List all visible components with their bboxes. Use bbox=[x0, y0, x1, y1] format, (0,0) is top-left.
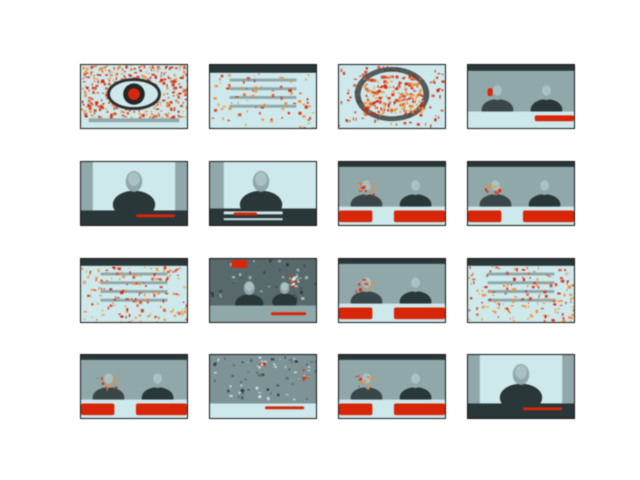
thumbnail-panel-16 bbox=[467, 354, 575, 419]
thumbnail-image bbox=[81, 162, 187, 225]
thumbnail-panel-14 bbox=[209, 354, 317, 419]
thumbnail-image bbox=[81, 259, 187, 322]
thumbnail-panel-5 bbox=[80, 161, 188, 226]
thumbnail-panel-8 bbox=[467, 161, 575, 226]
thumbnail-image bbox=[81, 355, 187, 418]
thumbnail-panel-12 bbox=[467, 258, 575, 323]
thumbnail-image bbox=[210, 355, 316, 418]
thumbnail-image bbox=[210, 259, 316, 322]
thumbnail-image bbox=[468, 355, 574, 418]
thumbnail-panel-9 bbox=[80, 258, 188, 323]
thumbnail-image bbox=[468, 162, 574, 225]
thumbnail-panel-15 bbox=[338, 354, 446, 419]
thumbnail-image bbox=[339, 65, 445, 128]
thumbnail-panel-3 bbox=[338, 64, 446, 129]
thumbnail-panel-6 bbox=[209, 161, 317, 226]
thumbnail-image bbox=[210, 65, 316, 128]
thumbnail-image bbox=[339, 259, 445, 322]
thumbnail-panel-1 bbox=[80, 64, 188, 129]
thumbnail-panel-4 bbox=[467, 64, 575, 129]
thumbnail-panel-13 bbox=[80, 354, 188, 419]
thumbnail-image bbox=[468, 65, 574, 128]
thumbnail-image bbox=[468, 259, 574, 322]
thumbnail-panel-11 bbox=[338, 258, 446, 323]
thumbnail-image bbox=[339, 162, 445, 225]
thumbnail-image bbox=[81, 65, 187, 128]
thumbnail-image bbox=[339, 355, 445, 418]
thumbnail-panel-7 bbox=[338, 161, 446, 226]
thumbnail-panel-2 bbox=[209, 64, 317, 129]
thumbnail-image bbox=[210, 162, 316, 225]
thumbnail-panel-10 bbox=[209, 258, 317, 323]
